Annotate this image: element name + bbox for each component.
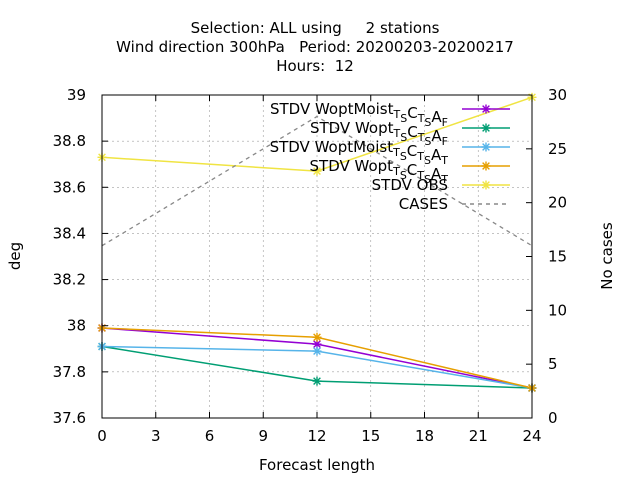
x-axis-label: Forecast length: [259, 456, 375, 474]
data-point-marker: [312, 346, 322, 356]
y-tick-label: 38: [67, 317, 86, 335]
x-tick-label: 18: [415, 427, 434, 445]
x-tick-label: 6: [205, 427, 215, 445]
y2-axis-label: No cases: [598, 222, 616, 290]
data-point-marker: [481, 123, 491, 133]
y2-tick-label: 25: [548, 140, 567, 158]
data-point-marker: [481, 104, 491, 114]
title-line: Wind direction 300hPa Period: 20200203-2…: [116, 38, 514, 56]
x-tick-label: 0: [97, 427, 107, 445]
y2-tick-label: 5: [548, 355, 558, 373]
x-tick-label: 21: [469, 427, 488, 445]
legend-entry-label: STDV WoptTSCTSAT: [310, 157, 449, 186]
legend-entry-label: STDV WoptTSCTSAF: [310, 119, 448, 148]
x-tick-label: 24: [522, 427, 541, 445]
legend-entry-label: CASES: [399, 195, 448, 213]
y-tick-label: 38.6: [53, 178, 86, 196]
legend-entry-label: STDV WoptMoistTSCTSAF: [270, 100, 448, 129]
series-5: [101, 115, 533, 247]
x-tick-label: 9: [258, 427, 268, 445]
y-tick-label: 38.4: [53, 224, 86, 242]
series-line: [101, 115, 533, 247]
data-point-marker: [312, 166, 322, 176]
title-line: Hours: 12: [276, 57, 354, 75]
y-tick-label: 37.6: [53, 409, 86, 427]
y-tick-label: 38.2: [53, 271, 86, 289]
data-point-marker: [312, 376, 322, 386]
data-point-marker: [481, 180, 491, 190]
y2-tick-label: 20: [548, 194, 567, 212]
grid: [102, 95, 532, 418]
x-tick-label: 3: [151, 427, 161, 445]
y2-tick-label: 30: [548, 86, 567, 104]
x-tick-label: 15: [361, 427, 380, 445]
y2-tick-label: 10: [548, 301, 567, 319]
y-axis-label: deg: [6, 242, 24, 270]
x-tick-label: 12: [307, 427, 326, 445]
y-tick-label: 37.8: [53, 363, 86, 381]
data-point-marker: [481, 142, 491, 152]
data-point-marker: [312, 332, 322, 342]
ticks: 0 3 6 9 12 15 18 21 24 37.6 37.8 38 38.2 38.4 38.6 38.8…: [53, 86, 568, 445]
y-tick-label: 38.8: [53, 132, 86, 150]
y-tick-label: 39: [67, 86, 86, 104]
title-line: Selection: ALL using 2 stations: [191, 19, 440, 37]
legend-entry-label: STDV WoptMoistTSCTSAT: [270, 138, 449, 167]
legend-entry-label: STDV OBS: [372, 176, 448, 194]
data-point-marker: [481, 161, 491, 171]
y2-tick-label: 0: [548, 409, 558, 427]
y2-tick-label: 15: [548, 248, 567, 266]
